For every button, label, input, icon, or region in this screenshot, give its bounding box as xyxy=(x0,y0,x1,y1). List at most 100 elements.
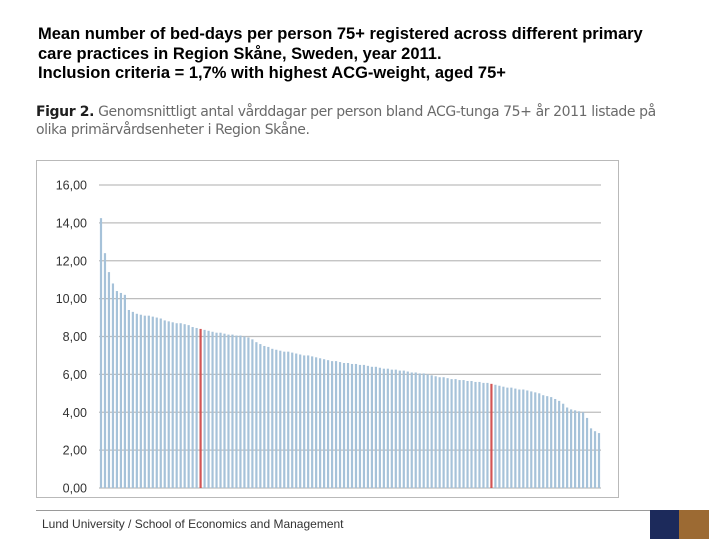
bar xyxy=(251,339,254,488)
footer-text: Lund University / School of Economics an… xyxy=(42,517,344,531)
bar xyxy=(219,332,222,488)
bar xyxy=(275,349,278,488)
bar xyxy=(498,385,501,488)
bar xyxy=(334,361,338,488)
bar-highlighted xyxy=(199,328,202,488)
figure-caption-text: Genomsnittligt antal vårddagar per perso… xyxy=(36,104,656,138)
bar xyxy=(446,378,449,488)
bar xyxy=(99,218,103,488)
bar xyxy=(581,412,585,488)
bar xyxy=(510,387,513,488)
bar xyxy=(171,322,174,488)
bar xyxy=(326,360,330,488)
bar xyxy=(362,364,366,488)
bar xyxy=(283,351,286,488)
slide-title: Mean number of bed-days per person 75+ r… xyxy=(38,25,703,84)
y-tick-label: 4,00 xyxy=(63,406,87,420)
bar xyxy=(143,315,146,488)
y-tick-labels: 0,00 2,00 4,00 6,00 8,00 10,00 12,00 14,00 16,00 xyxy=(56,179,87,496)
bar xyxy=(330,361,334,488)
bar xyxy=(534,392,537,488)
bar xyxy=(390,369,393,488)
bar xyxy=(566,407,569,488)
bar xyxy=(338,362,342,488)
bar xyxy=(287,351,290,488)
bar xyxy=(570,409,573,488)
bar xyxy=(267,346,270,488)
bar xyxy=(422,373,425,488)
y-tick-label: 8,00 xyxy=(63,330,87,344)
bar xyxy=(370,366,374,488)
bar xyxy=(123,294,126,488)
bar xyxy=(438,377,441,488)
bar xyxy=(450,379,453,488)
bar xyxy=(386,368,389,488)
bar xyxy=(354,363,358,488)
slide-title-line-1: Mean number of bed-days per person 75+ r… xyxy=(38,25,643,43)
bar xyxy=(111,283,115,488)
bar-chart: 0,00 2,00 4,00 6,00 8,00 10,00 12,00 14,00 16,00 xyxy=(56,179,601,496)
y-tick-label: 16,00 xyxy=(56,179,87,193)
bar xyxy=(526,390,529,488)
bar xyxy=(350,363,354,488)
bar xyxy=(550,397,553,488)
bar xyxy=(546,396,549,488)
bar xyxy=(442,377,445,488)
bar xyxy=(514,388,517,488)
slide-title-line-3: Inclusion criteria = 1,7% with highest A… xyxy=(38,64,506,82)
bar xyxy=(593,431,597,488)
bar xyxy=(554,398,557,488)
y-tick-label: 2,00 xyxy=(63,444,87,458)
logo-block-navy xyxy=(650,510,679,539)
figure-caption: Figur 2. Genomsnittligt antal vårddagar … xyxy=(36,103,676,139)
bar xyxy=(127,309,130,488)
bar xyxy=(183,324,186,488)
bar xyxy=(402,370,405,488)
bar xyxy=(147,315,150,488)
figure-caption-label: Figur 2. xyxy=(36,104,94,120)
bar xyxy=(191,327,194,488)
bar xyxy=(478,381,481,488)
bar xyxy=(482,382,485,488)
bar xyxy=(434,376,437,488)
bar xyxy=(382,368,385,488)
bar xyxy=(103,253,107,488)
bar xyxy=(319,358,322,488)
y-tick-label: 6,00 xyxy=(63,368,87,382)
bar xyxy=(159,318,162,488)
bar xyxy=(374,366,377,488)
bar xyxy=(542,395,545,488)
bar xyxy=(235,335,238,488)
bar xyxy=(589,428,593,488)
bar xyxy=(215,332,218,488)
bar xyxy=(458,380,461,488)
bar-highlighted xyxy=(490,383,493,488)
bar xyxy=(410,372,413,488)
bar xyxy=(486,382,489,488)
bar xyxy=(474,381,477,488)
y-tick-label: 0,00 xyxy=(63,482,87,496)
bar xyxy=(223,333,226,488)
bar xyxy=(207,330,210,488)
bar xyxy=(426,374,429,489)
bar xyxy=(247,337,250,488)
bar xyxy=(175,323,178,488)
bar xyxy=(315,357,318,488)
bar xyxy=(119,292,123,488)
bar xyxy=(163,320,166,488)
gridlines xyxy=(99,184,601,489)
bar xyxy=(271,348,274,488)
bar xyxy=(227,334,230,488)
bar xyxy=(139,314,142,488)
bar xyxy=(195,327,198,488)
bar xyxy=(394,369,397,488)
bar xyxy=(299,354,302,488)
y-tick-label: 12,00 xyxy=(56,254,87,268)
bar xyxy=(279,350,282,488)
bar xyxy=(259,344,262,488)
y-tick-label: 14,00 xyxy=(56,216,87,230)
bar xyxy=(135,313,138,488)
bar xyxy=(131,311,134,488)
bar xyxy=(323,359,326,488)
bar xyxy=(342,363,346,488)
